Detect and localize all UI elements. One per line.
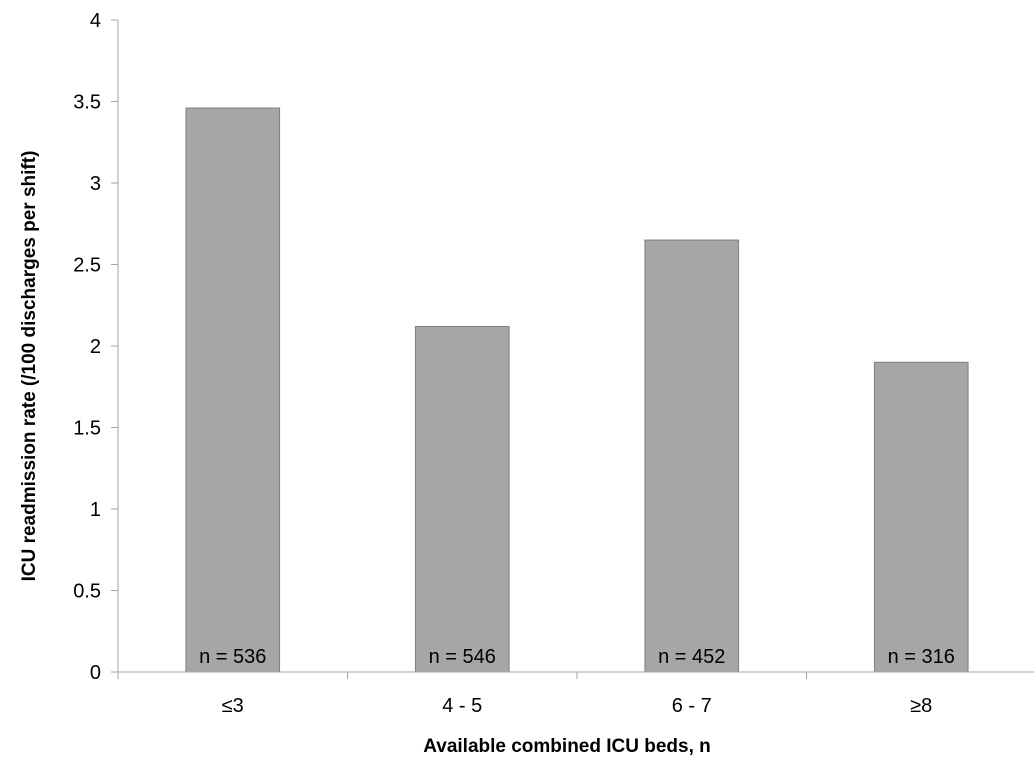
bar-count-label: n = 546 bbox=[429, 646, 496, 668]
bar-count-label: n = 452 bbox=[658, 646, 725, 668]
y-tick-label: 1 bbox=[90, 499, 101, 521]
bar-4 bbox=[873, 361, 969, 673]
x-tick-label: ≤3 bbox=[222, 695, 244, 717]
y-tick-label: 0.5 bbox=[73, 581, 101, 603]
y-tick-label: 2.5 bbox=[73, 255, 101, 277]
bar-count-label: n = 536 bbox=[199, 646, 266, 668]
x-tick-label: 4 - 5 bbox=[442, 695, 482, 717]
bar-3 bbox=[644, 239, 740, 673]
y-tick-label: 0 bbox=[90, 662, 101, 684]
y-tick-label: 2 bbox=[90, 336, 101, 358]
bars: n = 536 n = 546 n = 452 n = 316 bbox=[185, 107, 969, 673]
x-tick-label: ≥8 bbox=[910, 695, 932, 717]
y-tick-label: 3.5 bbox=[73, 92, 101, 114]
bar-2 bbox=[414, 325, 510, 673]
y-tick-label: 3 bbox=[90, 173, 101, 195]
y-tick-label: 4 bbox=[90, 10, 101, 32]
x-axis-title: Available combined ICU beds, n bbox=[423, 736, 711, 757]
y-tick-label: 1.5 bbox=[73, 418, 101, 440]
x-axis-ticks: ≤3 4 - 5 6 - 7 ≥8 bbox=[117, 672, 932, 717]
bar-1 bbox=[185, 107, 281, 673]
bar-count-label: n = 316 bbox=[888, 646, 955, 668]
y-axis-ticks: 0 0.5 1 1.5 2 2.5 3 3.5 4 bbox=[73, 10, 118, 684]
y-axis-title: ICU readmission rate (/100 discharges pe… bbox=[19, 151, 40, 582]
x-tick-label: 6 - 7 bbox=[672, 695, 712, 717]
